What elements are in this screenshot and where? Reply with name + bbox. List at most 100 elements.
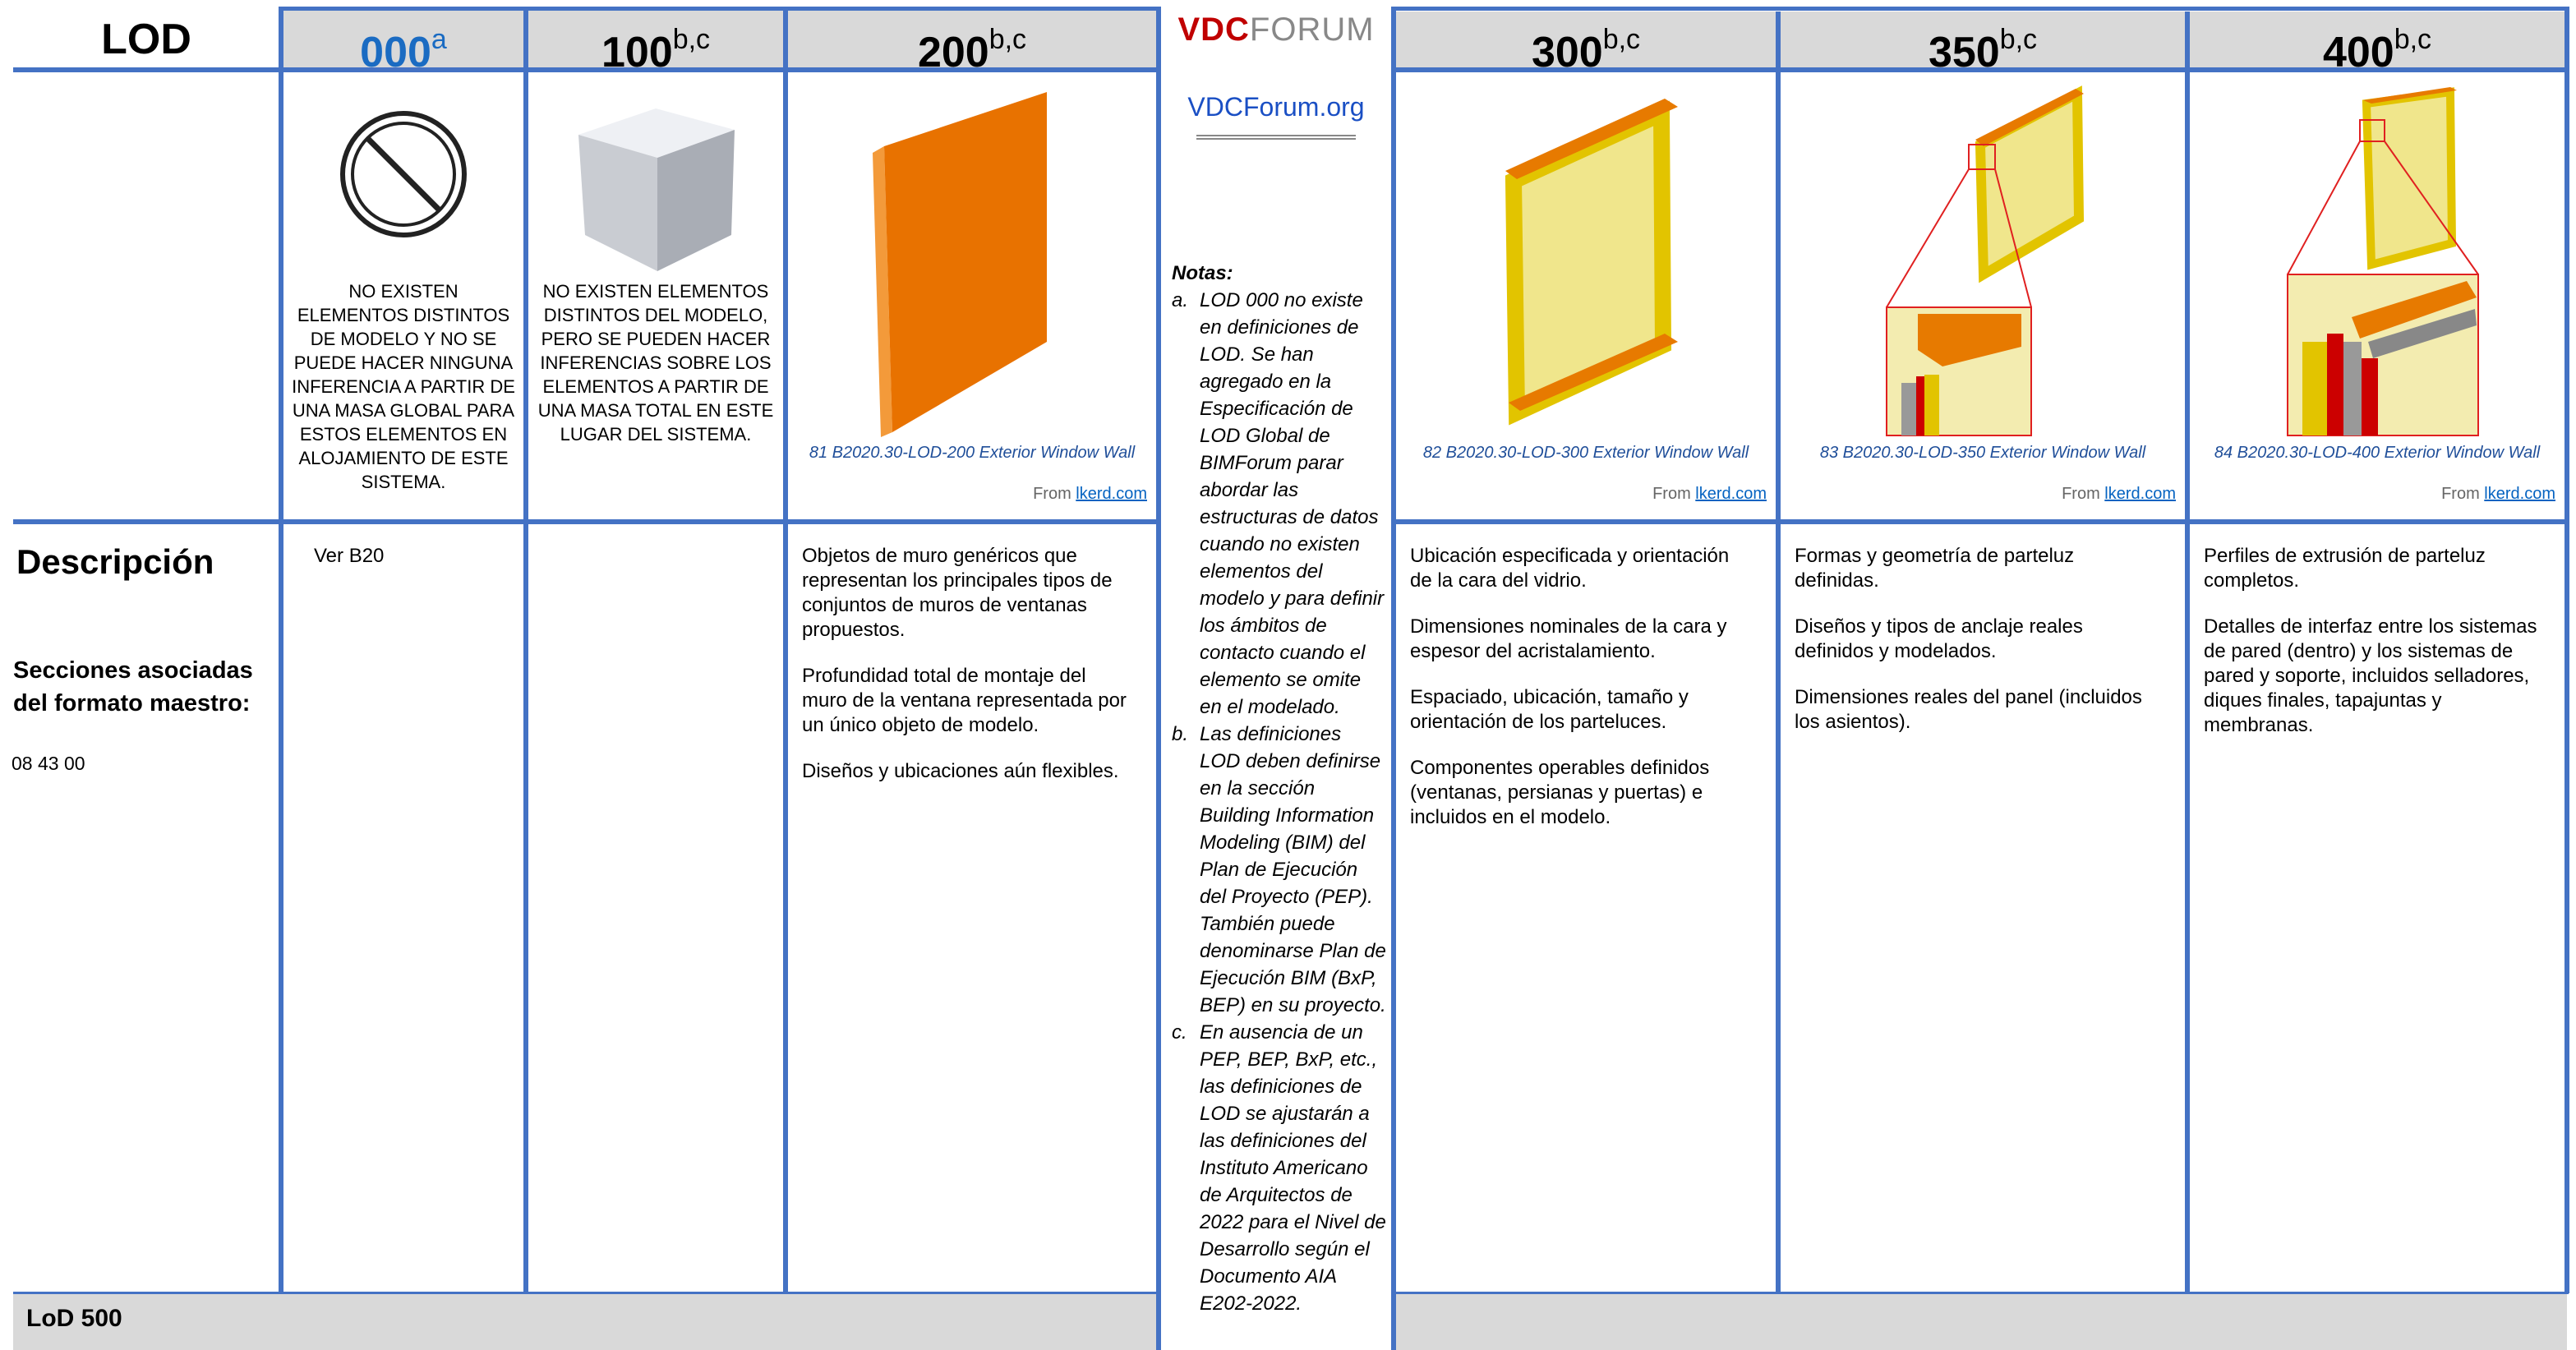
- note-marker: a.: [1172, 289, 1189, 311]
- border: [1776, 12, 1781, 1293]
- border: [279, 7, 1160, 11]
- logo: VDCFORUM: [1159, 12, 1394, 48]
- border: [523, 7, 528, 1293]
- section-code: 08 43 00: [12, 753, 85, 774]
- image-source: From lkerd.com: [786, 485, 1147, 504]
- level-header: 400b,c: [2187, 12, 2567, 76]
- image-source: From lkerd.com: [2187, 485, 2555, 504]
- note-marker: b.: [1172, 723, 1189, 745]
- logo-forum: FORUM: [1249, 12, 1375, 48]
- source-prefix: From: [2441, 485, 2480, 503]
- source-prefix: From: [2062, 485, 2100, 503]
- description-paragraph: Espaciado, ubicación, tamaño y orientaci…: [1410, 686, 1689, 733]
- description-paragraph: Dimensiones nominales de la cara y espes…: [1410, 615, 1727, 662]
- level-header: 000a: [281, 12, 526, 76]
- level-sup: b,c: [2394, 24, 2432, 55]
- level-sup: b,c: [1999, 24, 2038, 55]
- description-paragraph: Formas y geometría de parteluz definidas…: [1795, 545, 2075, 592]
- forum-link[interactable]: VDCForum.org: [1187, 92, 1365, 122]
- level-header: 350b,c: [1778, 12, 2187, 76]
- border: [1392, 519, 2569, 524]
- description-paragraph: Ver B20: [314, 545, 385, 567]
- border: [2564, 7, 2569, 1293]
- note-item: a. LOD 000 no existe en definiciones de L…: [1172, 287, 1387, 721]
- image-caption: 83 B2020.30-LOD-350 Exterior Window Wall: [1819, 444, 2146, 462]
- note-text: En ausencia de un PEP, BEP, BxP, etc., l…: [1200, 1021, 1386, 1315]
- description: Ver B20: [314, 544, 518, 590]
- description-label: Descripción: [16, 542, 214, 581]
- border: [1392, 1292, 2569, 1294]
- image-source: From lkerd.com: [1394, 485, 1767, 504]
- border: [279, 7, 283, 1293]
- source-link[interactable]: lkerd.com: [1695, 485, 1767, 503]
- description: Ubicación especificada y orientación de …: [1410, 544, 1753, 851]
- illustration: [2287, 87, 2479, 436]
- lod-header: LOD: [101, 16, 191, 63]
- source-link[interactable]: lkerd.com: [2104, 485, 2176, 503]
- level-header: 300b,c: [1394, 12, 1778, 76]
- level-note: NO EXISTEN ELEMENTOS DISTINTOS DE MODELO…: [292, 281, 515, 492]
- border: [783, 7, 788, 1293]
- source-prefix: From: [1033, 485, 1071, 503]
- note-item: b. Las definiciones LOD deben definirse e…: [1172, 721, 1387, 1019]
- footer-label: LoD 500: [26, 1305, 122, 1332]
- description: Objetos de muro genéricos que representa…: [802, 544, 1134, 805]
- source-link[interactable]: lkerd.com: [1076, 485, 1147, 503]
- description-paragraph: Ubicación especificada y orientación de …: [1410, 545, 1730, 592]
- footer-bg: [1394, 1293, 2567, 1350]
- border: [1392, 67, 2569, 72]
- image-caption: 81 B2020.30-LOD-200 Exterior Window Wall: [809, 444, 1136, 462]
- level-number: 300: [1531, 29, 1603, 76]
- level-number: 000: [360, 29, 431, 76]
- note-text: LOD 000 no existe en definiciones de LOD…: [1200, 289, 1385, 718]
- illustration: [340, 111, 467, 237]
- header-bg: [283, 8, 1159, 69]
- level-sup: a: [431, 24, 447, 55]
- border: [1156, 7, 1161, 1350]
- illustration: [578, 108, 735, 271]
- description-paragraph: Profundidad total de montaje del muro de…: [802, 665, 1127, 736]
- image-caption: 84 B2020.30-LOD-400 Exterior Window Wall: [2214, 444, 2541, 462]
- border: [2185, 12, 2190, 1293]
- notes: Notas: a. LOD 000 no existe en definicion…: [1172, 260, 1387, 1317]
- description: Formas y geometría de parteluz definidas…: [1795, 544, 2163, 756]
- level-number: 400: [2322, 29, 2394, 76]
- border: [1392, 7, 2569, 11]
- level-number: 100: [601, 29, 673, 76]
- level-number: 200: [917, 29, 989, 76]
- description: Perfiles de extrusión de parteluz comple…: [2204, 544, 2542, 759]
- description-paragraph: Diseños y tipos de anclaje reales defini…: [1795, 615, 2083, 662]
- description-paragraph: Perfiles de extrusión de parteluz comple…: [2204, 545, 2486, 592]
- sections-label: Secciones asociadas del formato maestro:: [13, 657, 253, 716]
- level-number: 350: [1928, 29, 2000, 76]
- notes-title: Notas:: [1172, 262, 1233, 284]
- description-paragraph: Dimensiones reales del panel (incluidos …: [1795, 686, 2142, 733]
- illustration: [873, 92, 1047, 437]
- description-paragraph: Objetos de muro genéricos que representa…: [802, 545, 1113, 641]
- footer-bg: [13, 1293, 1159, 1350]
- note-marker: c.: [1172, 1021, 1187, 1044]
- header-bg: [1394, 12, 2567, 69]
- note-item: c. En ausencia de un PEP, BEP, BxP, etc.,…: [1172, 1019, 1387, 1317]
- description-paragraph: Detalles de interfaz entre los sistemas …: [2204, 615, 2537, 736]
- level-sup: b,c: [672, 24, 711, 55]
- divider: [1196, 135, 1356, 140]
- illustration: [1886, 85, 2085, 436]
- logo-vdc: VDC: [1177, 12, 1250, 48]
- image-source: From lkerd.com: [1778, 485, 2176, 504]
- border: [13, 519, 1160, 524]
- level-header: 100b,c: [526, 12, 786, 76]
- level-note: NO EXISTEN ELEMENTOS DISTINTOS DEL MODEL…: [537, 281, 774, 445]
- description-paragraph: Diseños y ubicaciones aún flexibles.: [802, 760, 1119, 782]
- border: [13, 67, 1160, 72]
- border: [1391, 7, 1396, 1350]
- level-sup: b,c: [1602, 24, 1641, 55]
- note-text: Las definiciones LOD deben definirse en …: [1200, 723, 1386, 1016]
- border: [13, 1292, 1160, 1294]
- description-paragraph: Componentes operables definidos (ventana…: [1410, 757, 1710, 828]
- source-prefix: From: [1652, 485, 1691, 503]
- level-header: 200b,c: [786, 12, 1159, 76]
- image-caption: 82 B2020.30-LOD-300 Exterior Window Wall: [1422, 444, 1749, 462]
- source-link[interactable]: lkerd.com: [2484, 485, 2555, 503]
